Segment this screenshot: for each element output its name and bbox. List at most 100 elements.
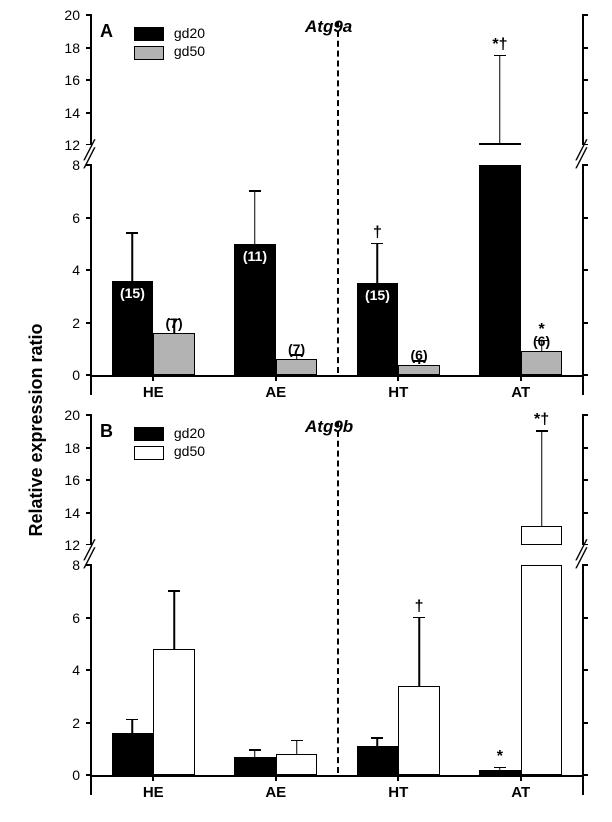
- xtick-label: AE: [265, 784, 286, 801]
- legend-label-gd50: gd50: [174, 43, 205, 59]
- ytick-label: 8: [50, 157, 80, 173]
- error-bar: [499, 56, 501, 145]
- bar-gd20: [357, 746, 399, 775]
- panel-letter-a: A: [100, 21, 113, 42]
- error-bar: [254, 750, 256, 757]
- significance-marker: *: [497, 748, 503, 766]
- n-label: (15): [120, 285, 145, 301]
- chart-title-b: Atg9b: [305, 417, 353, 437]
- significance-marker: †: [415, 598, 424, 616]
- bar-gd20: [479, 165, 521, 375]
- ytick-label: 6: [50, 610, 80, 626]
- ytick-label: 16: [50, 472, 80, 488]
- ytick-label: 14: [50, 105, 80, 121]
- error-cap: [371, 243, 383, 245]
- error-cap: [126, 232, 138, 234]
- error-bar: [541, 431, 543, 525]
- ytick-label: 12: [50, 537, 80, 553]
- error-bar: [418, 618, 420, 686]
- figure: Relative expression ratio ╱ ╱ ╱ ╱ HEAEHT…: [0, 0, 612, 822]
- ytick-label: 0: [50, 767, 80, 783]
- bar-gd50-upper: [521, 526, 563, 546]
- xtick-label: AT: [511, 784, 530, 801]
- legend-swatch-gd20: [134, 27, 164, 41]
- bar-gd50: [521, 565, 563, 775]
- error-bar: [254, 191, 256, 244]
- xtick-label: HT: [388, 384, 408, 401]
- bar-gd20: [112, 733, 154, 775]
- ytick-label: 8: [50, 557, 80, 573]
- n-label: (11): [488, 149, 512, 165]
- error-bar: [377, 738, 379, 746]
- y-axis-title: Relative expression ratio: [26, 323, 47, 536]
- legend-swatch-gd50: [134, 46, 164, 60]
- ytick-label: 6: [50, 210, 80, 226]
- legend-label-gd20: gd20: [174, 25, 205, 41]
- ytick-label: 12: [50, 137, 80, 153]
- legend-item-gd20: gd20: [134, 25, 205, 41]
- error-cap: [494, 767, 506, 769]
- ytick-label: 2: [50, 715, 80, 731]
- error-cap: [494, 55, 506, 57]
- xtick-label: HE: [143, 784, 164, 801]
- panel-a: ╱ ╱ ╱ ╱ HEAEHTAT (15)(7)(11)(7)(15)†(6)(…: [90, 15, 580, 395]
- error-bar: [377, 244, 379, 283]
- n-label: (6): [411, 347, 428, 363]
- error-cap: [126, 719, 138, 721]
- legend-swatch-gd20-b: [134, 427, 164, 441]
- xtick-label: AT: [511, 384, 530, 401]
- error-cap: [249, 190, 261, 192]
- panel-letter-b: B: [100, 421, 113, 442]
- legend-item-gd20-b: gd20: [134, 425, 205, 441]
- panel-b: ╱ ╱ ╱ ╱ HEAEHTAT †**† B Atg9b gd20 gd50 …: [90, 415, 580, 795]
- bar-gd50: [398, 686, 440, 775]
- xtick-label: HE: [143, 384, 164, 401]
- ytick-label: 16: [50, 72, 80, 88]
- significance-marker: *†: [492, 36, 507, 54]
- plot-area-b: ╱ ╱ ╱ ╱ HEAEHTAT †**†: [90, 415, 584, 795]
- bar-gd50: [521, 351, 563, 375]
- error-cap: [249, 749, 261, 751]
- legend-a: gd20 gd50: [134, 25, 205, 60]
- plot-area-a: ╱ ╱ ╱ ╱ HEAEHTAT (15)(7)(11)(7)(15)†(6)(…: [90, 15, 584, 395]
- ytick-label: 18: [50, 40, 80, 56]
- panel-divider-b: [337, 421, 339, 773]
- error-bar: [132, 233, 134, 280]
- significance-marker: *: [538, 321, 544, 339]
- error-cap: [168, 590, 180, 592]
- error-cap: [371, 737, 383, 739]
- legend-item-gd50-b: gd50: [134, 443, 205, 459]
- error-cap: [536, 430, 548, 432]
- ytick-label: 4: [50, 662, 80, 678]
- n-label: (7): [288, 341, 305, 357]
- bar-gd50: [153, 649, 195, 775]
- bar-gd50: [276, 359, 318, 375]
- bar-gd50: [398, 365, 440, 376]
- significance-marker: *†: [534, 411, 549, 429]
- ytick-label: 20: [50, 7, 80, 23]
- legend-label-gd20-b: gd20: [174, 425, 205, 441]
- bar-gd20: [234, 757, 276, 775]
- bar-gd50: [276, 754, 318, 775]
- significance-marker: †: [373, 224, 382, 242]
- legend-swatch-gd50-b: [134, 446, 164, 460]
- bar-gd50: [153, 333, 195, 375]
- error-bar: [132, 720, 134, 733]
- ytick-label: 0: [50, 367, 80, 383]
- legend-b: gd20 gd50: [134, 425, 205, 460]
- n-label: (7): [166, 315, 183, 331]
- legend-item-gd50: gd50: [134, 43, 205, 59]
- ytick-label: 4: [50, 262, 80, 278]
- error-bar: [296, 741, 298, 754]
- ytick-label: 20: [50, 407, 80, 423]
- legend-label-gd50-b: gd50: [174, 443, 205, 459]
- xtick-label: AE: [265, 384, 286, 401]
- ytick-label: 2: [50, 315, 80, 331]
- error-cap: [413, 617, 425, 619]
- error-cap: [291, 740, 303, 742]
- panel-divider-a: [337, 21, 339, 373]
- bar-gd20: [479, 770, 521, 775]
- xtick-label: HT: [388, 784, 408, 801]
- n-label: (15): [365, 287, 390, 303]
- n-label: (11): [243, 248, 267, 264]
